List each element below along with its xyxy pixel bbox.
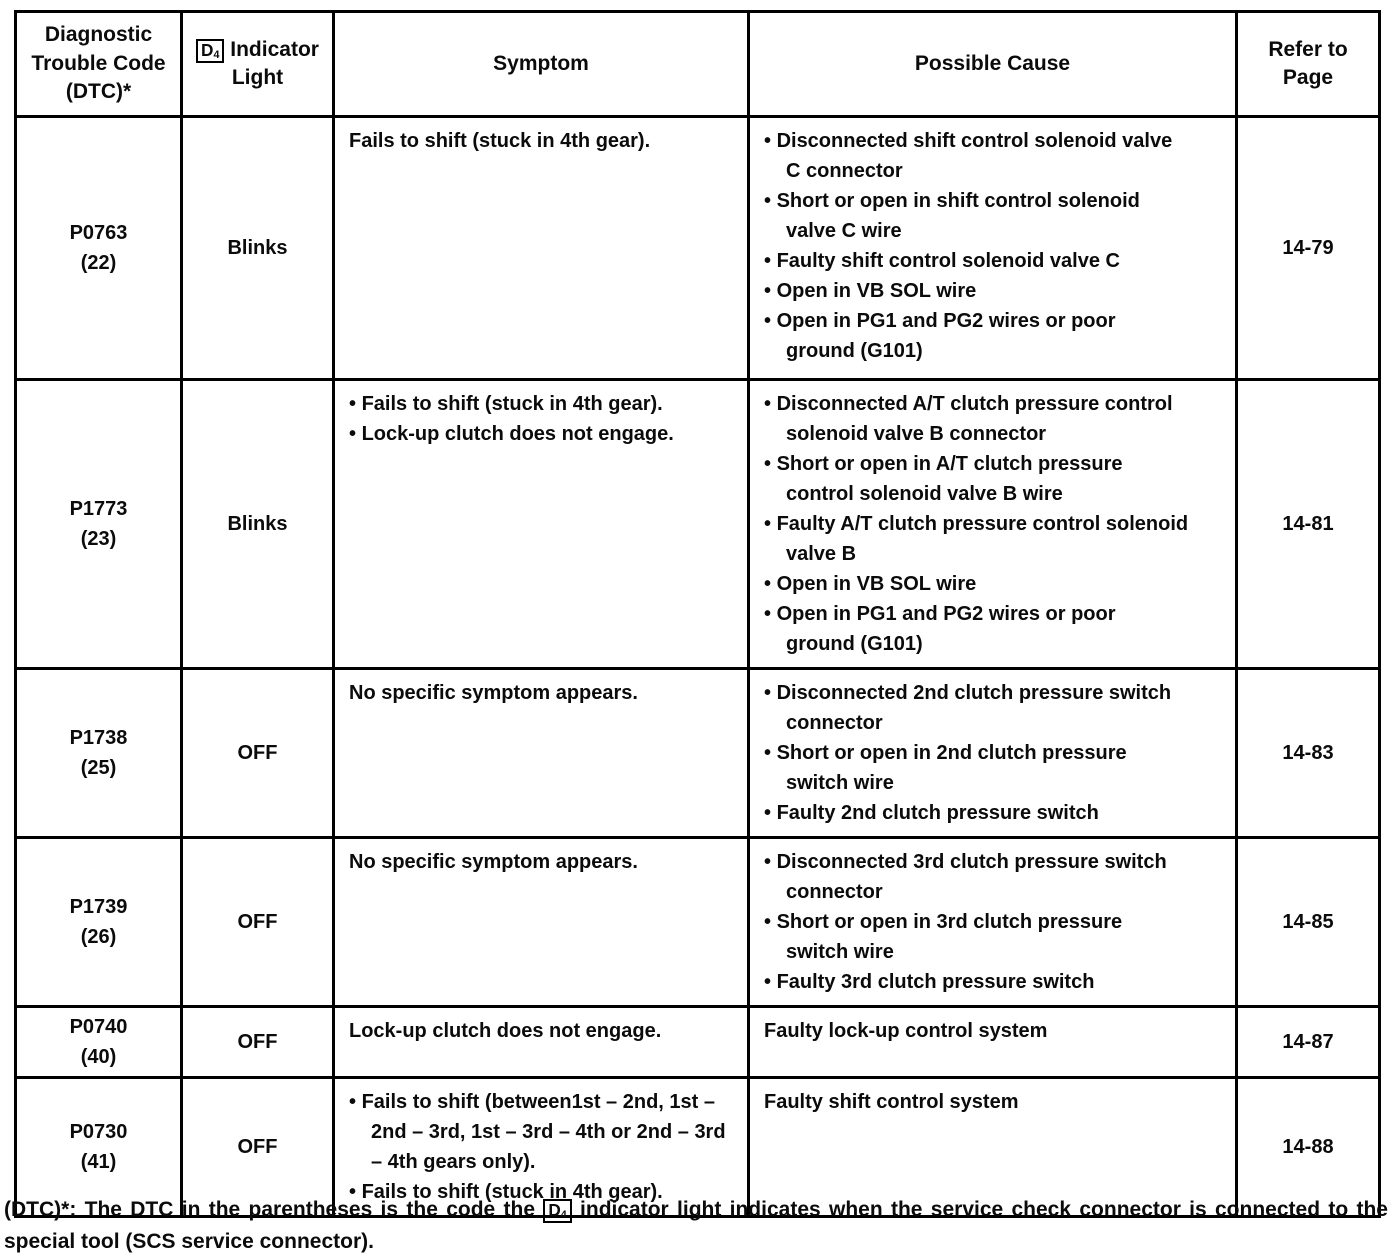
cause-cell: Faulty shift control system [747,1076,1238,1218]
dtc-code-cell: P1738 (25) [14,667,183,839]
dtc-code-sub: (23) [80,528,117,550]
indicator-light-cell: OFF [180,1005,335,1079]
cause-cell: Disconnected 2nd clutch pressure switch … [747,667,1238,839]
symptom-cell: No specific symptom appears. [332,836,750,1008]
table-row-p0763: P0763 (22) Blinks Fails to shift (stuck … [14,115,1381,381]
dtc-code: P1739 [69,896,128,918]
cause-cell: Disconnected A/T clutch pressure control… [747,378,1238,670]
dtc-code: P0730 [69,1121,128,1143]
cause-line: Disconnected 3rd clutch pressure switch … [764,847,1189,907]
header-dtc: Diagnostic Trouble Code (DTC)* [14,10,183,118]
cause-line: Open in PG1 and PG2 wires or poor ground… [764,599,1189,659]
dtc-code: P0763 [69,222,128,244]
cause-line: Disconnected shift control solenoid valv… [764,126,1189,186]
header-indicator-label: Indicator Light [230,37,319,89]
dtc-code: P1773 [69,498,128,520]
dtc-code-cell: P0763 (22) [14,115,183,381]
refer-page-cell: 14-88 [1235,1076,1381,1218]
header-symptom: Symptom [332,10,750,118]
dtc-code-cell: P0730 (41) [14,1076,183,1218]
symptom-line: Fails to shift (stuck in 4th gear). [349,1177,741,1207]
cause-line: Open in PG1 and PG2 wires or poor ground… [764,306,1189,366]
cause-line: Faulty A/T clutch pressure control solen… [764,509,1189,569]
cause-line: Faulty 3rd clutch pressure switch [764,967,1189,997]
symptom-line: No specific symptom appears. [349,851,638,873]
symptom-cell: No specific symptom appears. [332,667,750,839]
cause-line: Short or open in 2nd clutch pressure swi… [764,738,1189,798]
symptom-cell: Lock-up clutch does not engage. [332,1005,750,1079]
cause-line: Disconnected 2nd clutch pressure switch … [764,678,1189,738]
symptom-line: Fails to shift (stuck in 4th gear). [349,389,741,419]
header-indicator: D4 Indicator Light [180,10,335,118]
table-row-p0740: P0740 (40) OFF Lock-up clutch does not e… [14,1005,1381,1079]
symptom-line: Fails to shift (between1st – 2nd, 1st – … [349,1087,741,1177]
footnote-text-before: (DTC)*: The DTC in the parentheses is th… [4,1198,536,1221]
dtc-code: P0740 [69,1016,128,1038]
cause-line: Disconnected A/T clutch pressure control… [764,389,1189,449]
cause-line: Open in VB SOL wire [764,569,1189,599]
footnote-text-after: indicator light indicates when the servi… [4,1198,1388,1253]
dtc-code-cell: P1773 (23) [14,378,183,670]
cause-line: Faulty lock-up control system [764,1020,1048,1042]
table-row-p1738: P1738 (25) OFF No specific symptom appea… [14,667,1381,839]
symptom-cell: Fails to shift (stuck in 4th gear). [332,115,750,381]
indicator-light-cell: Blinks [180,378,335,670]
symptom-cell: Fails to shift (between1st – 2nd, 1st – … [332,1076,750,1218]
refer-page-cell: 14-85 [1235,836,1381,1008]
refer-page-cell: 14-87 [1235,1005,1381,1079]
indicator-light-cell: OFF [180,667,335,839]
table-row-p1773: P1773 (23) Blinks Fails to shift (stuck … [14,378,1381,670]
d4-indicator-icon: D4 [543,1199,572,1224]
dtc-table: Diagnostic Trouble Code (DTC)* D4 Indica… [14,10,1381,1218]
dtc-code-sub: (25) [80,757,117,779]
dtc-code-cell: P1739 (26) [14,836,183,1008]
dtc-code-sub: (40) [80,1046,117,1068]
refer-page-cell: 14-79 [1235,115,1381,381]
dtc-code: P1738 [69,727,128,749]
cause-cell: Faulty lock-up control system [747,1005,1238,1079]
cause-line: Short or open in A/T clutch pressure con… [764,449,1189,509]
dtc-code-sub: (22) [80,252,117,274]
cause-line: Faulty shift control system [764,1091,1019,1113]
cause-cell: Disconnected 3rd clutch pressure switch … [747,836,1238,1008]
table-row-p0730: P0730 (41) OFF Fails to shift (between1s… [14,1076,1381,1218]
dtc-footnote: (DTC)*: The DTC in the parentheses is th… [4,1194,1388,1257]
dtc-code-sub: (26) [80,926,117,948]
header-cause: Possible Cause [747,10,1238,118]
header-page: Refer to Page [1235,10,1381,118]
cause-line: Short or open in 3rd clutch pressure swi… [764,907,1189,967]
symptom-cell: Fails to shift (stuck in 4th gear). Lock… [332,378,750,670]
cause-line: Open in VB SOL wire [764,276,1189,306]
header-row: Diagnostic Trouble Code (DTC)* D4 Indica… [14,10,1381,118]
symptom-line: Fails to shift (stuck in 4th gear). [349,130,651,152]
cause-cell: Disconnected shift control solenoid valv… [747,115,1238,381]
refer-page-cell: 14-83 [1235,667,1381,839]
cause-line: Faulty shift control solenoid valve C [764,246,1189,276]
indicator-light-cell: Blinks [180,115,335,381]
dtc-code-cell: P0740 (40) [14,1005,183,1079]
refer-page-cell: 14-81 [1235,378,1381,670]
indicator-light-cell: OFF [180,1076,335,1218]
symptom-line: Lock-up clutch does not engage. [349,1020,662,1042]
symptom-line: Lock-up clutch does not engage. [349,419,741,449]
cause-line: Short or open in shift control solenoid … [764,186,1189,246]
table-row-p1739: P1739 (26) OFF No specific symptom appea… [14,836,1381,1008]
d4-indicator-icon: D4 [196,38,225,63]
symptom-line: No specific symptom appears. [349,682,638,704]
indicator-light-cell: OFF [180,836,335,1008]
cause-line: Faulty 2nd clutch pressure switch [764,798,1189,828]
dtc-code-sub: (41) [80,1151,117,1173]
